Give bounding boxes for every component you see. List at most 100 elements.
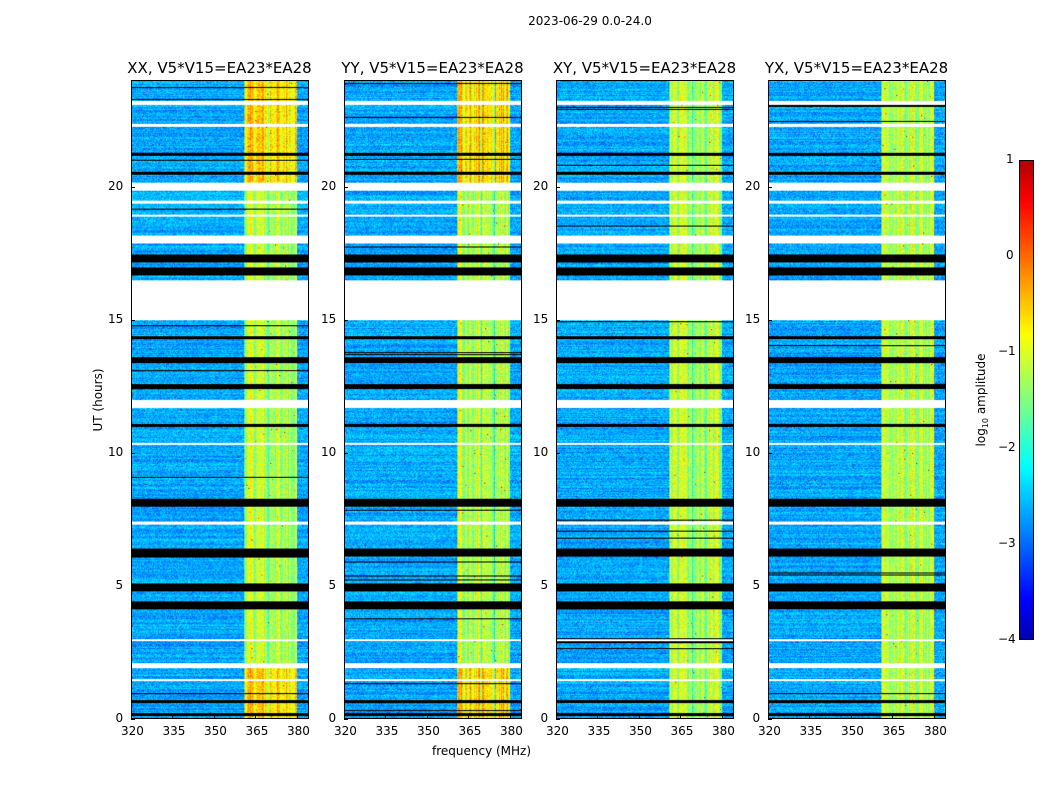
heatmap-image xyxy=(769,81,945,718)
x-tick-mark xyxy=(892,715,894,719)
y-tick-mark xyxy=(344,319,348,321)
x-tick-label: 320 xyxy=(334,724,357,738)
colorbar-tick-label: 0 xyxy=(1006,248,1014,262)
x-tick-mark xyxy=(721,715,723,719)
x-tick-mark xyxy=(597,715,599,719)
x-tick-mark xyxy=(172,715,174,719)
figure-title: 2023-06-29 0.0-24.0 xyxy=(528,14,652,28)
y-tick-label: 10 xyxy=(321,444,337,459)
x-tick-mark xyxy=(385,715,387,719)
y-tick-label: 15 xyxy=(745,311,761,326)
x-tick-label: 350 xyxy=(416,724,440,738)
y-tick-label: 5 xyxy=(115,577,124,592)
x-tick-mark xyxy=(809,715,811,719)
x-tick-mark xyxy=(638,715,640,719)
y-tick-label: 10 xyxy=(533,444,549,459)
heatmap-image xyxy=(557,81,733,718)
y-tick-mark xyxy=(768,585,772,587)
colorbar-tick-label: −3 xyxy=(998,536,1016,550)
heatmap-panel xyxy=(768,80,946,719)
x-tick-mark xyxy=(344,715,345,719)
y-tick-label: 15 xyxy=(108,311,124,326)
y-tick-label: 20 xyxy=(321,178,337,193)
y-tick-mark xyxy=(556,186,560,188)
x-tick-label: 335 xyxy=(587,724,611,738)
y-tick-label: 0 xyxy=(115,711,124,725)
x-tick-label: 380 xyxy=(499,724,523,738)
colorbar xyxy=(1019,160,1034,640)
y-tick-mark xyxy=(344,719,348,720)
panel-title: YY, V5*V15=EA23*EA28 xyxy=(341,59,524,77)
y-tick-mark xyxy=(556,319,560,321)
x-tick-label: 335 xyxy=(375,724,399,738)
y-tick-label: 10 xyxy=(108,444,124,459)
x-tick-mark xyxy=(680,715,682,719)
y-tick-mark xyxy=(768,319,772,321)
y-tick-mark xyxy=(344,186,348,188)
x-tick-label: 380 xyxy=(923,724,947,738)
y-tick-label: 20 xyxy=(108,178,124,193)
y-tick-label: 0 xyxy=(328,711,337,725)
heatmap-image xyxy=(132,81,308,718)
y-tick-label: 5 xyxy=(540,577,549,592)
x-tick-label: 350 xyxy=(840,724,864,738)
y-tick-label: 0 xyxy=(752,711,761,725)
y-tick-label: 20 xyxy=(533,178,549,193)
colorbar-tick-label: 1 xyxy=(1006,152,1014,166)
x-tick-mark xyxy=(850,715,852,719)
x-tick-label: 380 xyxy=(286,724,310,738)
x-tick-label: 365 xyxy=(458,724,482,738)
panel-title: YX, V5*V15=EA23*EA28 xyxy=(764,59,949,77)
y-tick-mark xyxy=(131,186,135,188)
x-tick-label: 320 xyxy=(121,724,144,738)
x-tick-mark xyxy=(426,715,428,719)
x-tick-label: 365 xyxy=(245,724,269,738)
x-tick-label: 320 xyxy=(758,724,781,738)
x-tick-mark xyxy=(213,715,215,719)
y-tick-mark xyxy=(131,719,135,720)
panel-title: XX, V5*V15=EA23*EA28 xyxy=(127,59,312,77)
y-tick-mark xyxy=(556,585,560,587)
x-tick-mark xyxy=(933,715,935,719)
y-tick-label: 15 xyxy=(321,311,337,326)
y-tick-label: 5 xyxy=(328,577,337,592)
colorbar-tick-label: −4 xyxy=(998,632,1016,646)
x-tick-mark xyxy=(255,715,257,719)
x-tick-label: 365 xyxy=(882,724,906,738)
heatmap-panel xyxy=(344,80,522,719)
x-tick-mark xyxy=(556,715,557,719)
x-tick-label: 320 xyxy=(546,724,569,738)
y-tick-mark xyxy=(131,452,135,454)
x-tick-mark xyxy=(768,715,769,719)
y-axis-label: UT (hours) xyxy=(91,368,105,432)
x-tick-label: 335 xyxy=(162,724,186,738)
x-tick-label: 380 xyxy=(711,724,735,738)
colorbar-tick-label: −1 xyxy=(998,344,1016,358)
y-tick-mark xyxy=(556,719,560,720)
heatmap-panel xyxy=(556,80,734,719)
y-tick-label: 5 xyxy=(752,577,761,592)
colorbar-label: log10 amplitude xyxy=(973,353,991,447)
y-tick-mark xyxy=(131,585,135,587)
x-tick-label: 350 xyxy=(628,724,652,738)
x-tick-mark xyxy=(296,715,298,719)
x-tick-label: 335 xyxy=(799,724,823,738)
y-tick-label: 15 xyxy=(533,311,549,326)
x-tick-label: 365 xyxy=(670,724,694,738)
x-tick-mark xyxy=(131,715,132,719)
colorbar-tick-label: −2 xyxy=(998,440,1016,454)
y-tick-mark xyxy=(768,186,772,188)
y-tick-mark xyxy=(344,585,348,587)
heatmap-image xyxy=(345,81,521,718)
x-axis-label: frequency (MHz) xyxy=(432,744,532,758)
y-tick-mark xyxy=(344,452,348,454)
heatmap-panel xyxy=(131,80,309,719)
panel-title: XY, V5*V15=EA23*EA28 xyxy=(552,59,737,77)
y-tick-mark xyxy=(556,452,560,454)
y-tick-mark xyxy=(768,452,772,454)
y-tick-label: 10 xyxy=(745,444,761,459)
x-tick-mark xyxy=(509,715,511,719)
y-tick-label: 20 xyxy=(745,178,761,193)
y-tick-mark xyxy=(768,719,772,720)
